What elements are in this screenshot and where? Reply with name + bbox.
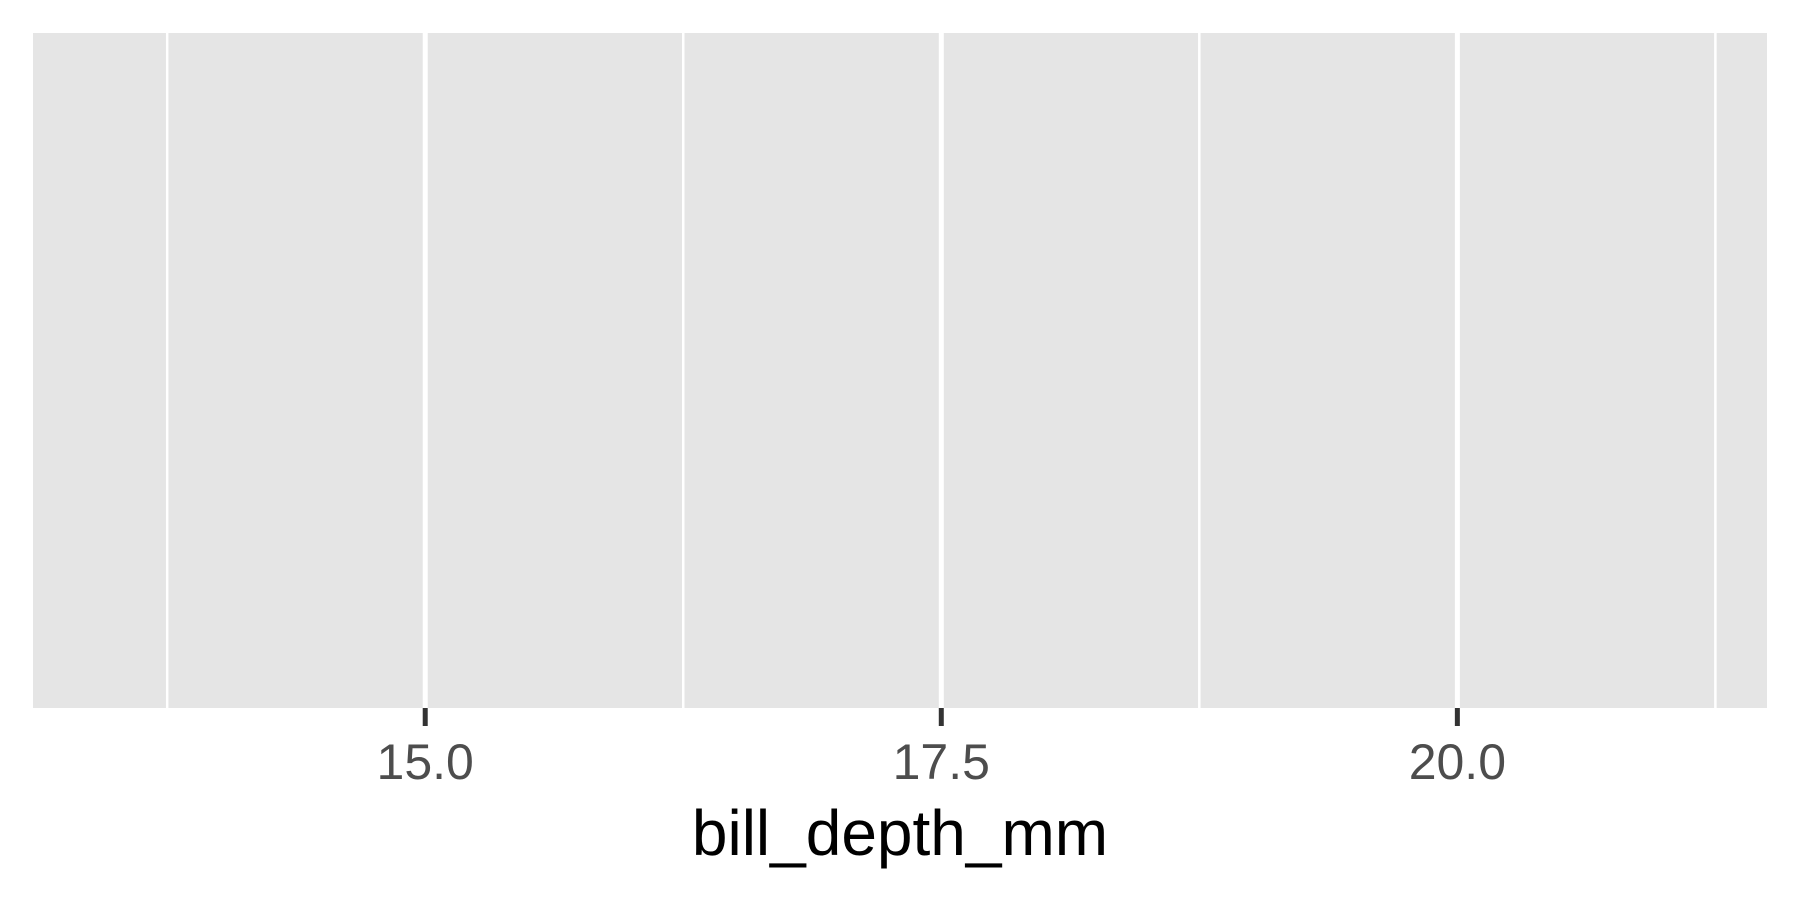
x-axis-ticks: [422, 708, 1460, 726]
x-minor-gridlines: [165, 33, 1717, 708]
x-tick-label: 20.0: [1409, 734, 1506, 790]
x-major-gridlines: [422, 33, 1460, 708]
x-axis-title: bill_depth_mm: [692, 797, 1108, 869]
x-axis-tick-labels: 15.0 17.5 20.0: [377, 734, 1506, 790]
x-tick-label: 15.0: [377, 734, 474, 790]
plot-panel-background: [33, 33, 1767, 708]
x-tick-label: 17.5: [893, 734, 990, 790]
